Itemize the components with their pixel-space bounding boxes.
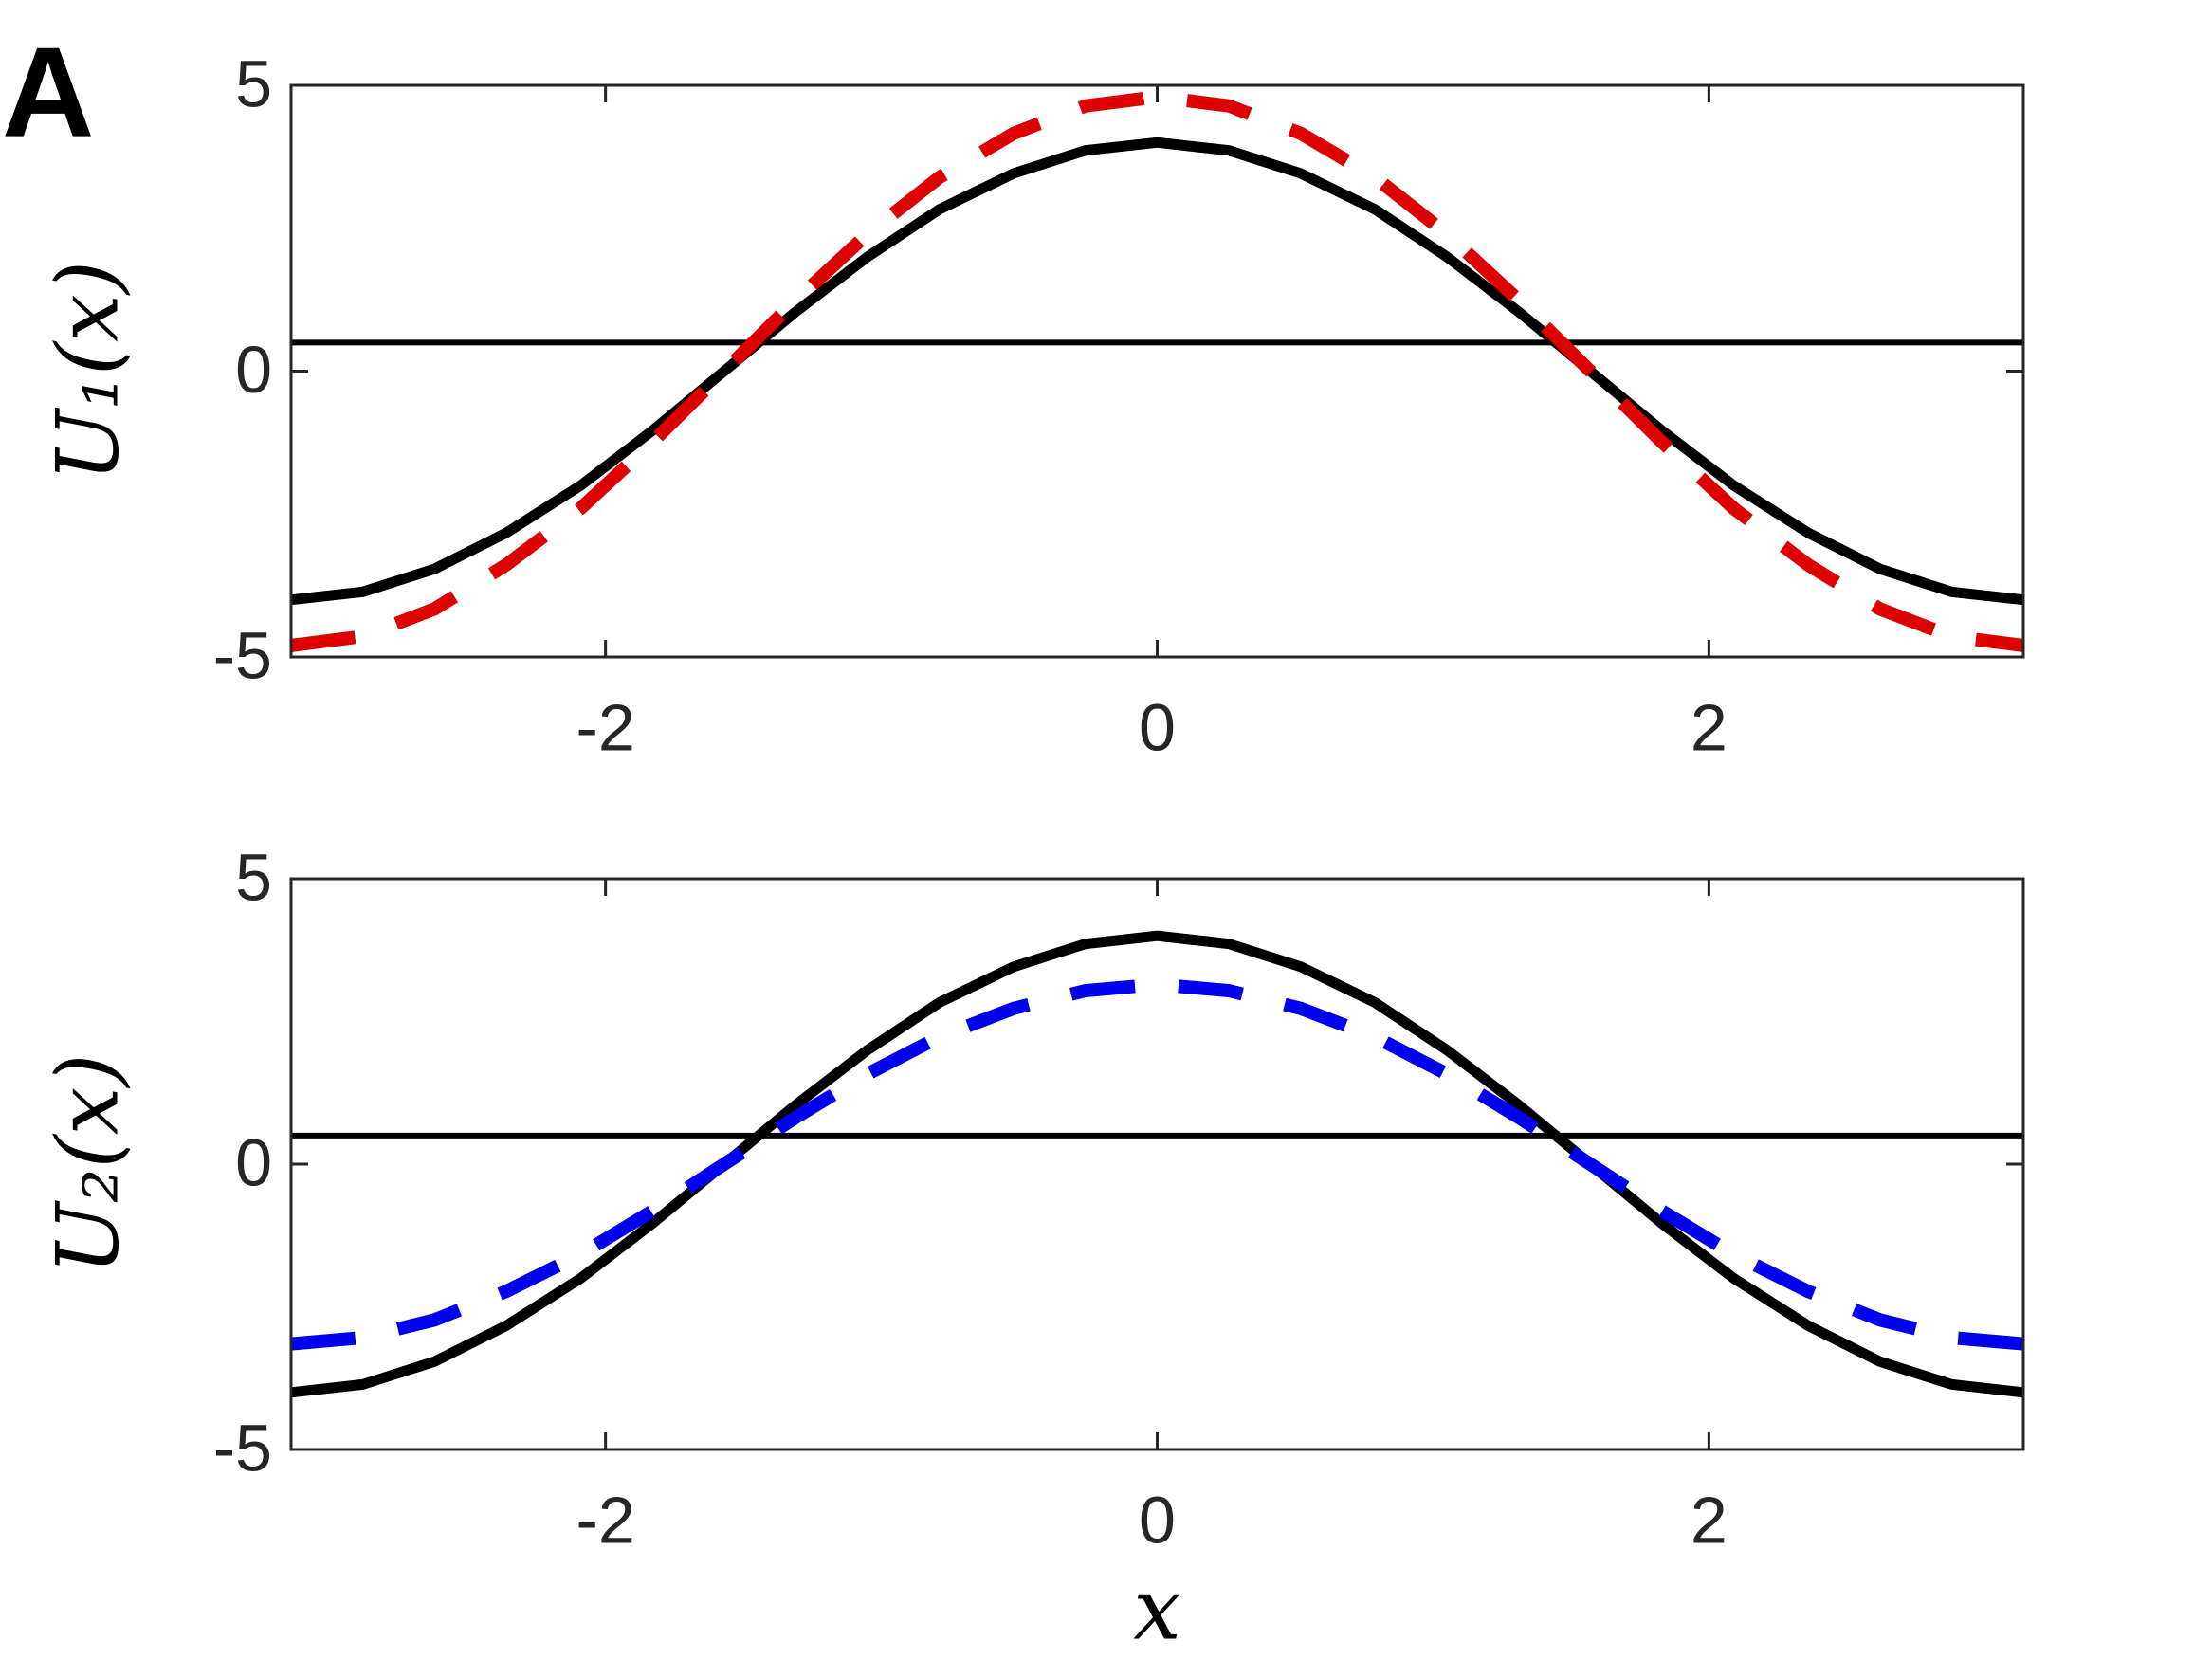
panel-label: A — [2, 21, 95, 164]
y-tick-label: 0 — [235, 1125, 272, 1199]
series-line — [290, 930, 2024, 1398]
y-tick-label: 5 — [235, 46, 272, 120]
x-tick-label: 2 — [1691, 1483, 1728, 1557]
x-tick-label: 0 — [1139, 690, 1176, 764]
y-axis-label: U₂(x) — [38, 1054, 137, 1275]
plot-frame — [289, 83, 2025, 659]
y-tick-label: 0 — [235, 333, 272, 407]
y-axis-label: U₁(x) — [38, 261, 137, 482]
x-tick-label: -2 — [576, 690, 635, 764]
series-line — [290, 90, 2024, 652]
y-tick-label: 5 — [235, 840, 272, 914]
y-tick-label: -5 — [213, 1411, 272, 1485]
series-line — [290, 137, 2024, 606]
plot-frame — [289, 877, 2025, 1451]
y-tick-label: -5 — [213, 618, 272, 692]
x-tick-label: -2 — [576, 1483, 635, 1557]
x-tick-label: 2 — [1691, 690, 1728, 764]
x-axis-label: x — [1133, 1559, 1181, 1659]
series-line — [290, 977, 2024, 1351]
x-tick-label: 0 — [1139, 1483, 1176, 1557]
